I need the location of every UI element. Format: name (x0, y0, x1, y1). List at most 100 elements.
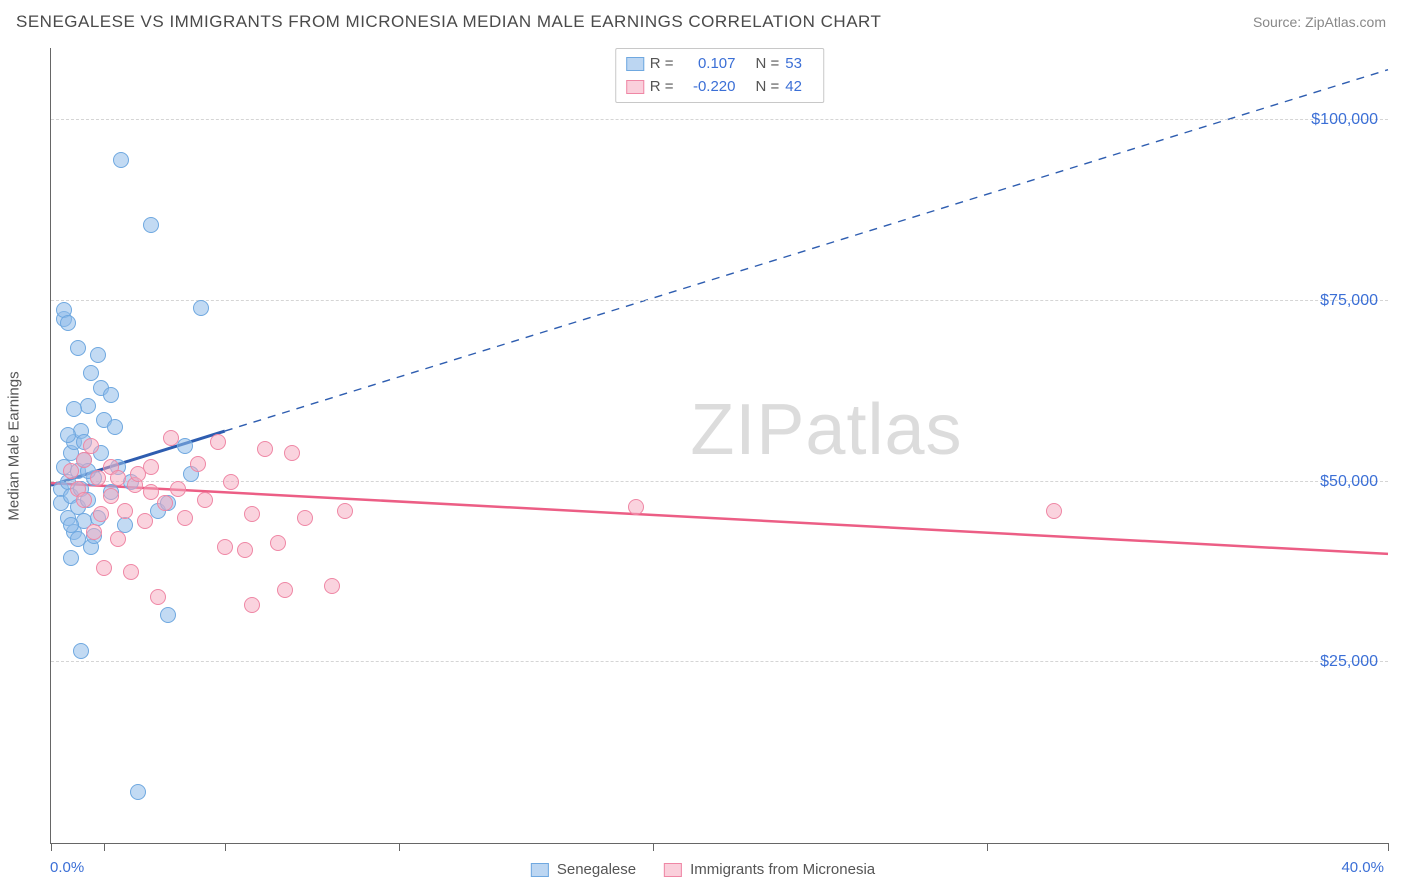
x-tick (987, 843, 988, 851)
data-point-micronesia (190, 456, 206, 472)
x-axis-max-label: 40.0% (1341, 859, 1384, 876)
swatch-pink-icon (626, 80, 644, 94)
data-point-senegalese (143, 217, 159, 233)
data-point-micronesia (197, 492, 213, 508)
data-point-micronesia (110, 531, 126, 547)
data-point-micronesia (1046, 503, 1062, 519)
data-point-micronesia (257, 441, 273, 457)
data-point-senegalese (70, 531, 86, 547)
watermark-part2: atlas (805, 390, 962, 470)
data-point-micronesia (244, 597, 260, 613)
data-point-micronesia (103, 488, 119, 504)
data-point-micronesia (76, 492, 92, 508)
data-point-micronesia (210, 434, 226, 450)
data-point-senegalese (60, 427, 76, 443)
chart-title: SENEGALESE VS IMMIGRANTS FROM MICRONESIA… (16, 12, 881, 32)
data-point-senegalese (80, 398, 96, 414)
data-point-senegalese (66, 401, 82, 417)
data-point-micronesia (123, 564, 139, 580)
r-value-micronesia: -0.220 (680, 76, 736, 99)
data-point-micronesia (270, 535, 286, 551)
legend-row-senegalese: R = 0.107 N = 53 (626, 53, 814, 76)
gridline (51, 300, 1388, 301)
data-point-micronesia (237, 542, 253, 558)
scatter-plot-area: ZIPatlas R = 0.107 N = 53 R = -0.220 N =… (50, 48, 1388, 844)
data-point-micronesia (117, 503, 133, 519)
data-point-micronesia (324, 578, 340, 594)
data-point-micronesia (337, 503, 353, 519)
data-point-micronesia (143, 459, 159, 475)
data-point-micronesia (244, 506, 260, 522)
n-value-senegalese: 53 (785, 53, 813, 76)
trendline-senegalese-dashed (225, 70, 1388, 431)
swatch-blue-icon (626, 57, 644, 71)
legend-correlation-box: R = 0.107 N = 53 R = -0.220 N = 42 (615, 48, 825, 103)
data-point-senegalese (107, 419, 123, 435)
data-point-micronesia (284, 445, 300, 461)
gridline (51, 119, 1388, 120)
y-axis-title: Median Male Earnings (6, 371, 23, 520)
x-tick (653, 843, 654, 851)
source-prefix: Source: (1253, 14, 1305, 30)
data-point-micronesia (150, 589, 166, 605)
r-value-senegalese: 0.107 (680, 53, 736, 76)
data-point-senegalese (83, 365, 99, 381)
data-point-senegalese (70, 340, 86, 356)
r-label: R = (650, 53, 674, 76)
data-point-senegalese (160, 607, 176, 623)
legend-item-senegalese: Senegalese (531, 861, 636, 878)
data-point-micronesia (96, 560, 112, 576)
swatch-pink-icon (664, 863, 682, 877)
gridline (51, 481, 1388, 482)
r-label: R = (650, 76, 674, 99)
n-label: N = (756, 76, 780, 99)
data-point-micronesia (110, 470, 126, 486)
data-point-micronesia (63, 463, 79, 479)
data-point-senegalese (130, 784, 146, 800)
x-tick (1388, 843, 1389, 851)
swatch-blue-icon (531, 863, 549, 877)
n-label: N = (756, 53, 780, 76)
legend-series: Senegalese Immigrants from Micronesia (531, 861, 875, 878)
watermark: ZIPatlas (690, 389, 962, 471)
trend-lines-layer (51, 48, 1388, 843)
source-name: ZipAtlas.com (1305, 14, 1386, 30)
x-tick (225, 843, 226, 851)
data-point-micronesia (223, 474, 239, 490)
data-point-senegalese (63, 550, 79, 566)
data-point-senegalese (193, 300, 209, 316)
legend-label-micronesia: Immigrants from Micronesia (690, 861, 875, 878)
y-tick-label: $100,000 (1311, 111, 1378, 129)
data-point-micronesia (163, 430, 179, 446)
data-point-micronesia (177, 510, 193, 526)
gridline (51, 661, 1388, 662)
y-tick-label: $50,000 (1320, 473, 1378, 491)
chart-source: Source: ZipAtlas.com (1253, 14, 1386, 30)
legend-row-micronesia: R = -0.220 N = 42 (626, 76, 814, 99)
data-point-micronesia (93, 506, 109, 522)
data-point-micronesia (90, 470, 106, 486)
y-tick-label: $75,000 (1320, 292, 1378, 310)
legend-label-senegalese: Senegalese (557, 861, 636, 878)
legend-item-micronesia: Immigrants from Micronesia (664, 861, 875, 878)
data-point-senegalese (103, 387, 119, 403)
data-point-micronesia (217, 539, 233, 555)
data-point-micronesia (170, 481, 186, 497)
watermark-part1: ZIP (690, 390, 805, 470)
data-point-senegalese (73, 643, 89, 659)
data-point-senegalese (113, 152, 129, 168)
data-point-micronesia (86, 524, 102, 540)
chart-header: SENEGALESE VS IMMIGRANTS FROM MICRONESIA… (0, 0, 1406, 40)
data-point-micronesia (297, 510, 313, 526)
data-point-micronesia (76, 452, 92, 468)
data-point-senegalese (90, 347, 106, 363)
x-tick (51, 843, 52, 851)
data-point-senegalese (60, 315, 76, 331)
data-point-micronesia (628, 499, 644, 515)
data-point-micronesia (143, 484, 159, 500)
y-tick-label: $25,000 (1320, 653, 1378, 671)
n-value-micronesia: 42 (785, 76, 813, 99)
x-tick (104, 843, 105, 851)
data-point-micronesia (137, 513, 153, 529)
x-axis-min-label: 0.0% (50, 859, 84, 876)
